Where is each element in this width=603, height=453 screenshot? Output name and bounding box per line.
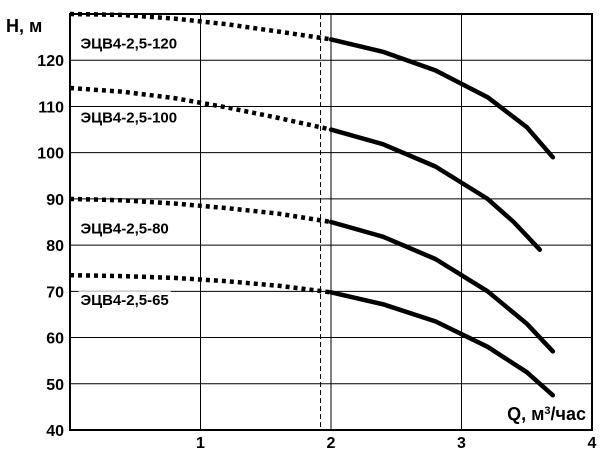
curves xyxy=(69,11,556,398)
x-tick-label: 1 xyxy=(196,435,205,452)
x-tick-label: 4 xyxy=(588,435,597,452)
series-label-background xyxy=(78,108,180,128)
series-label-background xyxy=(78,219,171,239)
y-tick-label: 50 xyxy=(46,377,64,394)
plot-frame xyxy=(69,13,593,431)
series-labels: ЭЦВ4-2,5-120 ЭЦВ4-2,5-100 ЭЦВ4-2,5-80 ЭЦВ4-… xyxy=(78,34,180,311)
axes: 40 50 60 70 80 90 100 110 120 1 2 3 4 H, м Q, м3/час xyxy=(6,13,597,452)
series-line-solid xyxy=(328,127,543,252)
series-line-dotted xyxy=(69,272,332,295)
x-axis-label-background xyxy=(504,403,589,425)
series-label: ЭЦВ4-2,5-80 xyxy=(80,221,168,238)
y-tick-label: 120 xyxy=(37,53,64,70)
series-label-background xyxy=(78,291,171,311)
series-line-solid xyxy=(328,219,556,354)
series-line-solid xyxy=(328,37,556,160)
series-label: ЭЦВ4-2,5-120 xyxy=(80,36,177,53)
series-line-solid xyxy=(328,290,556,398)
y-tick-label: 100 xyxy=(37,146,64,163)
y-tick-label: 80 xyxy=(46,238,64,255)
y-tick-label: 90 xyxy=(46,192,64,209)
series-line-dotted xyxy=(69,85,332,132)
y-axis-label: H, м xyxy=(6,16,42,36)
x-tick-label: 2 xyxy=(327,435,336,452)
series-label-background xyxy=(78,34,180,54)
y-tick-label: 40 xyxy=(46,423,64,440)
y-tick-label: 110 xyxy=(38,99,64,116)
series-line-dotted xyxy=(69,196,332,225)
series-label: ЭЦВ4-2,5-65 xyxy=(80,292,168,309)
x-axis-label: Q, м3/час xyxy=(507,404,586,424)
x-tick-label: 3 xyxy=(457,435,466,452)
series-label: ЭЦВ4-2,5-100 xyxy=(80,110,177,127)
y-tick-label: 60 xyxy=(46,331,64,348)
y-tick-label: 70 xyxy=(46,284,64,301)
